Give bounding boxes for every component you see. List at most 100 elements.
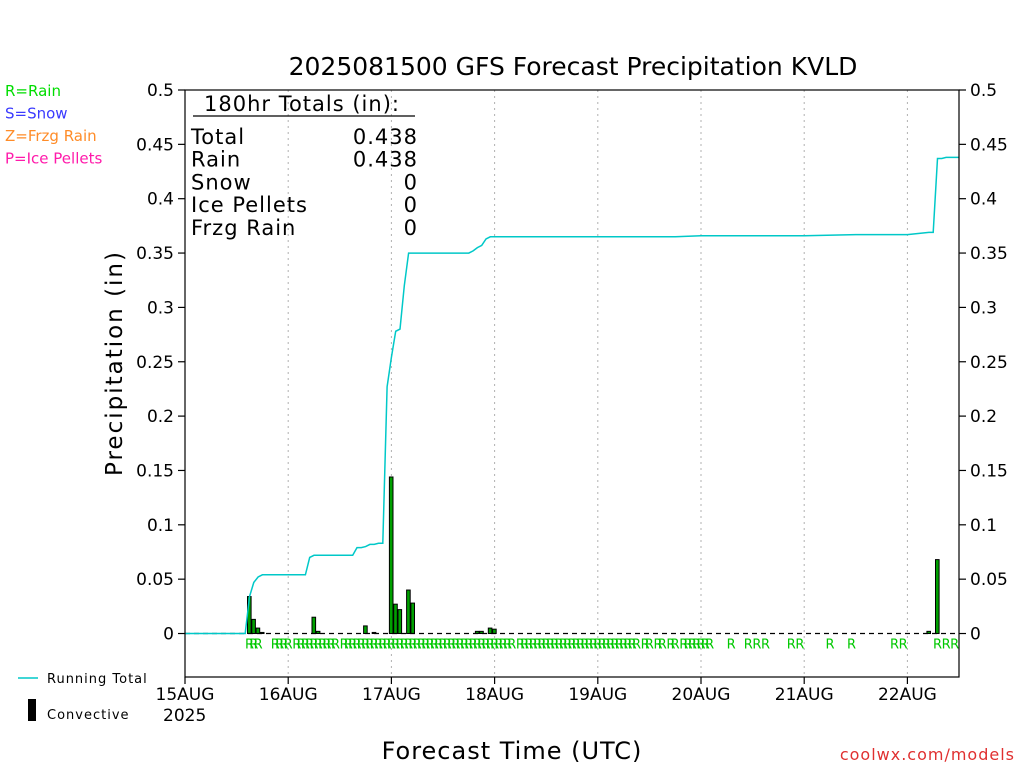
precip-type-marker: R — [301, 638, 310, 653]
precip-type-marker: R — [451, 638, 460, 653]
precip-type-marker: R — [318, 638, 327, 653]
precip-type-marker: R — [524, 638, 533, 653]
convective-bar — [363, 625, 368, 635]
precip-type-marker: R — [469, 638, 478, 653]
precip-type-marker: R — [610, 638, 619, 653]
y-tick-label: 0.3 — [970, 298, 997, 318]
convective-bar — [251, 618, 256, 635]
y-axis-title: Precipitation (in) — [102, 250, 128, 476]
precip-type-marker: R — [254, 638, 263, 653]
precip-type-marker: R — [516, 638, 525, 653]
totals-label: Ice Pellets — [191, 193, 308, 217]
y-tick-label: 0 — [970, 625, 981, 645]
precip-type-marker: R — [847, 638, 856, 653]
convective-bar — [388, 476, 394, 635]
y-tick-label: 0.05 — [136, 570, 174, 590]
convective-bar — [492, 628, 497, 635]
precip-type-marker: R — [572, 638, 581, 653]
precip-type-marker: R — [413, 638, 422, 653]
precip-type-marker: R — [473, 638, 482, 653]
y-tick-label: 0.35 — [136, 244, 174, 264]
precip-type-marker: R — [585, 638, 594, 653]
convective-legend-swatch — [28, 699, 36, 721]
x-tick-label: 16AUG — [259, 685, 318, 705]
precip-type-marker: R — [340, 638, 349, 653]
precip-type-marker: R — [628, 638, 637, 653]
precip-type-marker: R — [408, 638, 417, 653]
y-tick-label: 0.45 — [136, 135, 174, 155]
precip-type-marker: R — [550, 638, 559, 653]
precip-type-legend: R=Rain S=Snow Z=Frzg Rain P=Ice Pellets — [5, 82, 102, 168]
precip-type-marker: R — [533, 638, 542, 653]
totals-value: 0 — [404, 170, 418, 194]
x-tick-label: 17AUG — [362, 685, 421, 705]
y-tick-label: 0.15 — [136, 461, 174, 481]
precip-type-marker: R — [546, 638, 555, 653]
precip-type-marker: R — [434, 638, 443, 653]
precip-type-marker: R — [378, 638, 387, 653]
precip-type-marker: R — [395, 638, 404, 653]
precip-type-marker: R — [942, 638, 951, 653]
y-tick-label: 0.15 — [970, 461, 1008, 481]
x-tick-label: 21AUG — [775, 685, 834, 705]
precip-type-marker: R — [520, 638, 529, 653]
precip-type-marker: R — [593, 638, 602, 653]
convective-bar — [487, 627, 493, 635]
precip-type-marker: R — [606, 638, 615, 653]
legend-entry: Convective — [47, 708, 130, 723]
precip-type-marker: R — [576, 638, 585, 653]
legend-entry: S=Snow — [5, 105, 68, 123]
precip-type-marker: R — [421, 638, 430, 653]
precip-type-marker: R — [417, 638, 426, 653]
precip-type-marker: R — [559, 638, 568, 653]
legend-entry: P=Ice Pellets — [5, 150, 102, 168]
watermark: coolwx.com/models — [840, 745, 1015, 764]
totals-label: Frzg Rain — [191, 216, 296, 240]
y-tick-label: 0.2 — [970, 407, 997, 427]
x-tick-label: 20AUG — [672, 685, 731, 705]
precip-type-marker: R — [391, 638, 400, 653]
precip-type-marker: R — [365, 638, 374, 653]
precip-type-marker: R — [641, 638, 650, 653]
y-tick-label: 0.2 — [147, 407, 174, 427]
y-axis-right: 0 0.05 0.1 0.15 0.2 0.25 0.3 0.35 0.4 0.45 0.5 — [959, 81, 1008, 645]
x-tick-label: 19AUG — [568, 685, 627, 705]
totals-label: Rain — [191, 148, 241, 172]
totals-value: 0.438 — [353, 148, 418, 172]
precip-type-marker: R — [348, 638, 357, 653]
precip-type-marker: R — [486, 638, 495, 653]
y-tick-label: 0 — [163, 625, 174, 645]
precip-type-marker: R — [344, 638, 353, 653]
precip-type-marker: R — [499, 638, 508, 653]
precip-type-marker: R — [331, 638, 340, 653]
precip-type-marker: R — [249, 638, 258, 653]
totals-value: 0 — [404, 193, 418, 217]
precip-type-marker: R — [645, 638, 654, 653]
precip-type-marker: R — [598, 638, 607, 653]
precip-type-marker: R — [284, 638, 293, 653]
precip-type-marker: R — [666, 638, 675, 653]
precip-type-marker: R — [701, 638, 710, 653]
precip-type-marker: R — [555, 638, 564, 653]
precip-type-marker: R — [752, 638, 761, 653]
precip-type-marker: R — [795, 638, 804, 653]
precip-type-marker: R — [314, 638, 323, 653]
precip-type-marker: R — [494, 638, 503, 653]
y-tick-label: 0.5 — [970, 81, 997, 101]
precip-type-marker: R — [447, 638, 456, 653]
convective-bar — [410, 602, 415, 635]
totals-value: 0 — [404, 216, 418, 240]
precip-type-marker: R — [684, 638, 693, 653]
precip-type-marker: R — [305, 638, 314, 653]
precip-type-marker: R — [297, 638, 306, 653]
precip-type-marker: R — [490, 638, 499, 653]
convective-bar — [935, 559, 940, 635]
y-tick-label: 0.25 — [970, 353, 1008, 373]
precip-type-marker: R — [705, 638, 714, 653]
totals-box: 180hr Totals (in): Total 0.438 Rain 0.438 Sno… — [190, 92, 418, 240]
precip-type-marker: R — [275, 638, 284, 653]
precip-type-marker: R — [933, 638, 942, 653]
precip-type-marker: R — [271, 638, 280, 653]
precip-type-marker: R — [890, 638, 899, 653]
